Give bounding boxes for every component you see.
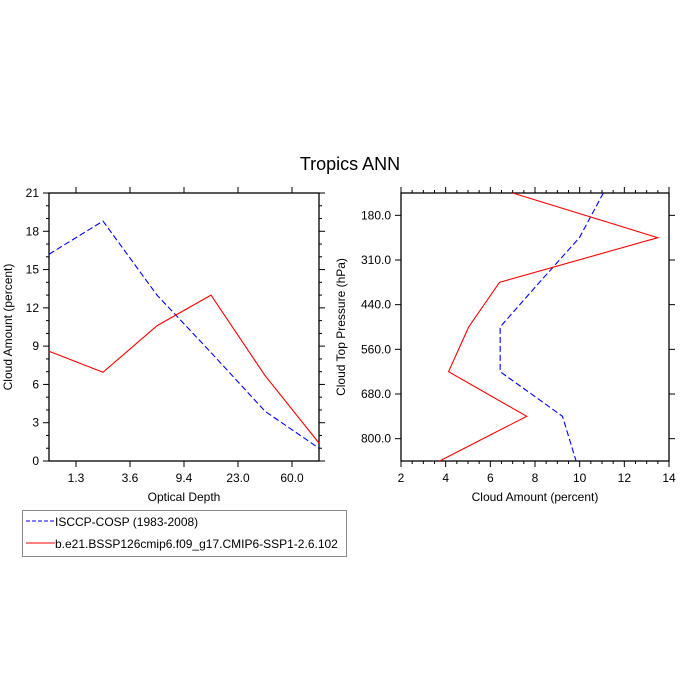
y-tick-label: 12 <box>26 301 40 315</box>
y-axis-label: Cloud Top Pressure (hPa) <box>334 258 348 396</box>
x-tick-label: 60.0 <box>280 471 304 485</box>
x-tick-label: 1.3 <box>68 471 85 485</box>
y-tick-label: 800.0 <box>361 432 391 446</box>
plot-frame <box>400 192 670 462</box>
y-tick-label: 560.0 <box>361 342 391 356</box>
pressure-panel: 2 4 6 8 10 12 14 180.0 310.0 440.0 560.0 680.0 800.0… <box>334 187 676 504</box>
plot-frame <box>48 192 320 462</box>
x-tick-label: 14 <box>662 471 676 485</box>
figure-title: Tropics ANN <box>300 154 400 174</box>
y-tick-label: 680.0 <box>361 387 391 401</box>
optical-depth-panel: 0 3 6 9 12 15 18 21 1.3 3.6 9.4 23.0 60.0 Optical Dep… <box>1 186 325 504</box>
y-tick-label: 180.0 <box>361 208 391 222</box>
x-tick-label: 9.4 <box>176 471 193 485</box>
x-axis-label: Cloud Amount (percent) <box>472 490 599 504</box>
x-tick-label: 6 <box>487 471 494 485</box>
y-tick-label: 3 <box>32 416 39 430</box>
y-tick-label: 21 <box>26 186 40 200</box>
y-axis-label: Cloud Amount (percent) <box>1 264 15 391</box>
y-tick-label: 18 <box>26 224 40 238</box>
x-tick-label: 4 <box>442 471 449 485</box>
legend: ISCCP-COSP (1983-2008) b.e21.BSSP126cmip… <box>22 510 347 557</box>
x-tick-label: 12 <box>618 471 632 485</box>
y-tick-label: 0 <box>32 454 39 468</box>
x-axis-label: Optical Depth <box>148 490 221 504</box>
legend-box <box>22 510 347 557</box>
y-tick-label: 15 <box>26 263 40 277</box>
y-tick-label: 440.0 <box>361 298 391 312</box>
x-tick-label: 2 <box>398 471 405 485</box>
y-tick-label: 6 <box>32 377 39 391</box>
legend-label-model: b.e21.BSSP126cmip6.f09_g17.CMIP6-SSP1-2.… <box>55 537 338 551</box>
obs-series-line <box>499 192 604 462</box>
x-tick-label: 23.0 <box>226 471 250 485</box>
obs-series-line <box>48 220 320 449</box>
x-tick-label: 8 <box>532 471 539 485</box>
model-series-line <box>439 192 660 462</box>
y-tick-label: 9 <box>32 339 39 353</box>
x-tick-label: 10 <box>573 471 587 485</box>
model-series-line <box>48 294 320 444</box>
y-tick-label: 310.0 <box>361 253 391 267</box>
x-tick-label: 3.6 <box>122 471 139 485</box>
legend-label-obs: ISCCP-COSP (1983-2008) <box>55 515 198 529</box>
